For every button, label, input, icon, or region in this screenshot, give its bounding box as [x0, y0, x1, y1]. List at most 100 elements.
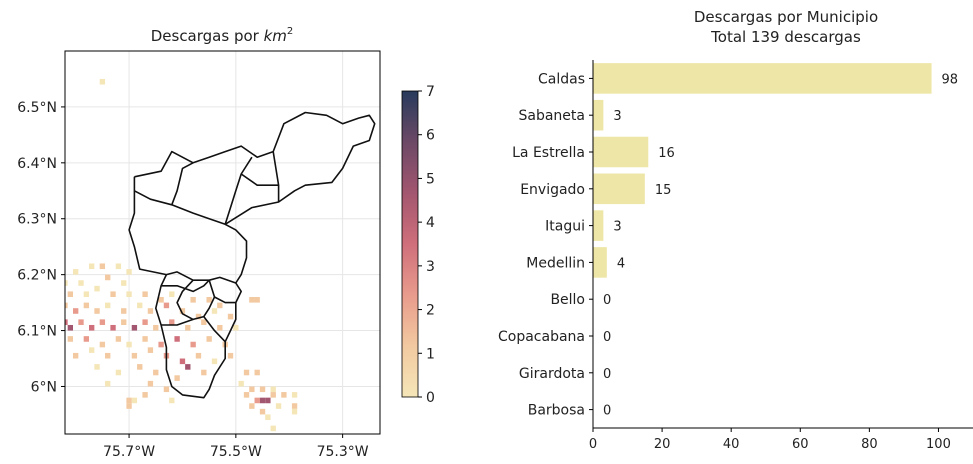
heatmap-cell: [105, 274, 111, 281]
heatmap-cell: [211, 358, 218, 365]
heatmap-cell: [83, 336, 90, 342]
heatmap-cell: [249, 403, 255, 409]
heatmap-cell: [121, 280, 127, 286]
bar: [593, 210, 604, 241]
boundary-north: [133, 111, 376, 226]
boundary-inner-2: [224, 156, 253, 225]
heatmap-cell: [254, 297, 260, 303]
heatmap-cell: [238, 380, 244, 387]
bar: [593, 99, 604, 131]
bar-x-tick-label: 20: [654, 437, 671, 452]
boundary-inner-4: [240, 173, 279, 186]
heatmap-cell: [163, 386, 170, 393]
heatmap-cell: [94, 285, 100, 292]
heatmap-cell: [105, 380, 111, 387]
heatmap-cell: [115, 369, 122, 376]
heatmap-cell: [126, 269, 132, 275]
heatmap-cell: [163, 302, 170, 309]
heatmap-cell: [190, 341, 196, 348]
heatmap-cell: [254, 397, 260, 404]
heatmap-cell: [291, 403, 298, 409]
heatmap-cell: [206, 297, 212, 303]
heatmap-cell: [270, 425, 276, 432]
map-gridlines: [65, 51, 380, 434]
heatmap-cell: [83, 302, 90, 309]
heatmap-cell: [195, 313, 202, 320]
heatmap-cell: [249, 297, 255, 303]
heatmap-cell: [99, 319, 106, 325]
heatmap-cell: [73, 308, 79, 314]
heatmap-cell: [190, 297, 196, 303]
heatmap-cell: [137, 364, 143, 370]
bar-subtitle: Total 139 descargas: [710, 28, 861, 46]
boundary-inner-3: [272, 151, 280, 202]
heatmap-cell: [185, 364, 191, 370]
heatmap-cell: [126, 397, 132, 404]
heatmap-cell: [131, 324, 138, 331]
map-x-axis: 75.7°W 75.5°W 75.3°W: [103, 434, 369, 460]
map-y-tick-label: 6.3°N: [17, 212, 57, 228]
heatmap-cell: [142, 336, 148, 342]
boundary-south-inner-5: [214, 296, 236, 304]
bar-x-tick-label: 60: [792, 437, 809, 452]
bar-category-label: Caldas: [538, 71, 585, 87]
heatmap-cell: [147, 347, 154, 353]
heatmap-cell: [115, 263, 122, 270]
heatmap-cell: [147, 308, 154, 314]
heatmap-cell: [126, 291, 132, 298]
heatmap-cell: [83, 291, 90, 298]
boundary-south-outer: [155, 274, 242, 399]
heatmap-cell: [99, 78, 106, 85]
colorbar-ticks: 0 1 2 3 4 5 6 7: [418, 84, 435, 406]
heatmap-cell: [174, 336, 180, 342]
bar: [593, 247, 607, 278]
bar-category-label: Barbosa: [528, 403, 585, 419]
heatmap-cell: [206, 336, 212, 342]
heatmap-cell: [233, 324, 239, 331]
map-y-tick-label: 6.1°N: [17, 324, 57, 340]
heatmap-cell: [259, 397, 266, 404]
boundary-south-inner-1: [161, 279, 210, 293]
heatmap-cell: [89, 324, 95, 331]
bar-value-label: 15: [655, 183, 672, 198]
bar-category-label: La Estrella: [512, 145, 585, 161]
boundary-south-inner-4: [203, 316, 226, 343]
heatmap-cell: [153, 369, 159, 376]
heatmap-cell: [158, 341, 164, 348]
colorbar-tick-label: 4: [426, 215, 435, 231]
heatmap-cell: [201, 369, 207, 376]
heatmap-cell: [259, 386, 266, 393]
heatmap-cell: [227, 352, 234, 359]
heatmap-cell: [94, 364, 100, 370]
map-y-tick-label: 6.5°N: [17, 100, 57, 116]
heatmap-cell: [142, 291, 148, 298]
bar-category-label: Copacabana: [498, 329, 585, 345]
heatmap-cell: [153, 324, 159, 331]
colorbar-tick-label: 2: [426, 303, 435, 319]
heatmap-cell: [227, 313, 234, 320]
heatmap-cell: [67, 324, 74, 331]
heatmap-cell: [270, 386, 276, 393]
map-y-axis: 6.5°N 6.4°N 6.3°N 6.2°N 6.1°N 6°N: [17, 100, 65, 395]
colorbar-tick-label: 1: [426, 346, 435, 362]
bar-value-label: 16: [658, 146, 675, 161]
bar-value-label: 4: [617, 256, 625, 271]
map-title-sup: 2: [287, 26, 293, 37]
heatmap-cell: [89, 347, 95, 353]
bar-value-label: 98: [942, 72, 959, 87]
heatmap-cell: [147, 380, 154, 387]
bar: [593, 173, 645, 205]
bar-x-tick-label: 40: [723, 437, 740, 452]
map-y-tick-label: 6°N: [31, 379, 57, 395]
heatmap-cell: [89, 263, 95, 270]
colorbar-tick-label: 5: [426, 171, 435, 187]
heatmap-cell: [131, 352, 138, 359]
heatmap-cell: [179, 358, 186, 365]
heatmap-cell: [275, 403, 282, 409]
heatmap-cell: [142, 319, 148, 325]
heatmap-cell: [142, 392, 148, 398]
heatmap-cell: [110, 324, 116, 331]
bar: [593, 63, 932, 94]
colorbar-gradient: [401, 90, 419, 398]
